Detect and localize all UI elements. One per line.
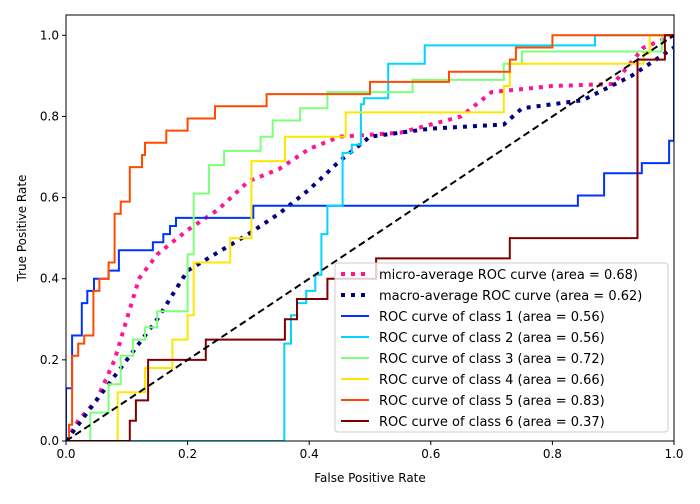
chance-diagonal [66,34,674,441]
legend-label: ROC curve of class 3 (area = 0.72) [379,352,605,367]
legend-label: macro-average ROC curve (area = 0.62) [379,289,642,304]
series-line-6 [66,34,674,441]
x-tick-label: 1.0 [664,447,683,461]
axes-frame [65,14,675,442]
y-tick-label: 0.2 [40,353,59,367]
legend-label: ROC curve of class 6 (area = 0.37) [379,415,605,430]
x-tick-label: 0.6 [421,447,440,461]
x-tick-label: 0.4 [300,447,319,461]
y-axis-label: True Positive Rate [15,175,29,283]
x-tick-label: 0.8 [543,447,562,461]
series-line-7 [66,34,674,441]
y-tick-label: 0.6 [40,191,59,205]
y-tick-label: 0.4 [40,272,59,286]
x-tick-label: 0.2 [178,447,197,461]
y-tick-label: 1.0 [40,28,59,42]
x-axis-label: False Positive Rate [314,471,426,485]
legend-label: ROC curve of class 4 (area = 0.66) [379,373,605,388]
legend-label: ROC curve of class 2 (area = 0.56) [379,331,605,346]
series-line-5 [66,34,674,441]
y-axis: 0.0 0.2 0.4 0.6 0.8 1.0 [40,28,66,448]
plot-area [66,33,674,441]
legend-box [334,262,669,433]
legend-label: ROC curve of class 1 (area = 0.56) [379,310,605,325]
x-axis: 0.0 0.2 0.4 0.6 0.8 1.0 [56,441,684,461]
x-tick-label: 0.0 [56,447,75,461]
series-line-4 [66,34,674,441]
series-line-2 [66,35,674,441]
series-line-0 [66,33,674,441]
y-tick-label: 0.8 [40,109,59,123]
legend-label: ROC curve of class 5 (area = 0.83) [379,394,605,409]
legend: micro-average ROC curve (area = 0.68) mac… [334,262,669,433]
legend-label: micro-average ROC curve (area = 0.68) [379,268,638,283]
y-tick-label: 0.0 [40,434,59,448]
